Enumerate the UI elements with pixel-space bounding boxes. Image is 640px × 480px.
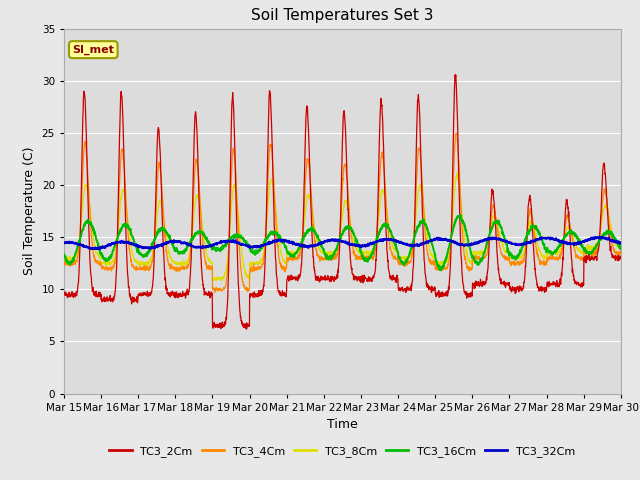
Title: Soil Temperatures Set 3: Soil Temperatures Set 3 <box>251 9 434 24</box>
Y-axis label: Soil Temperature (C): Soil Temperature (C) <box>23 147 36 276</box>
Text: SI_met: SI_met <box>72 45 114 55</box>
Legend: TC3_2Cm, TC3_4Cm, TC3_8Cm, TC3_16Cm, TC3_32Cm: TC3_2Cm, TC3_4Cm, TC3_8Cm, TC3_16Cm, TC3… <box>105 441 580 461</box>
X-axis label: Time: Time <box>327 418 358 431</box>
